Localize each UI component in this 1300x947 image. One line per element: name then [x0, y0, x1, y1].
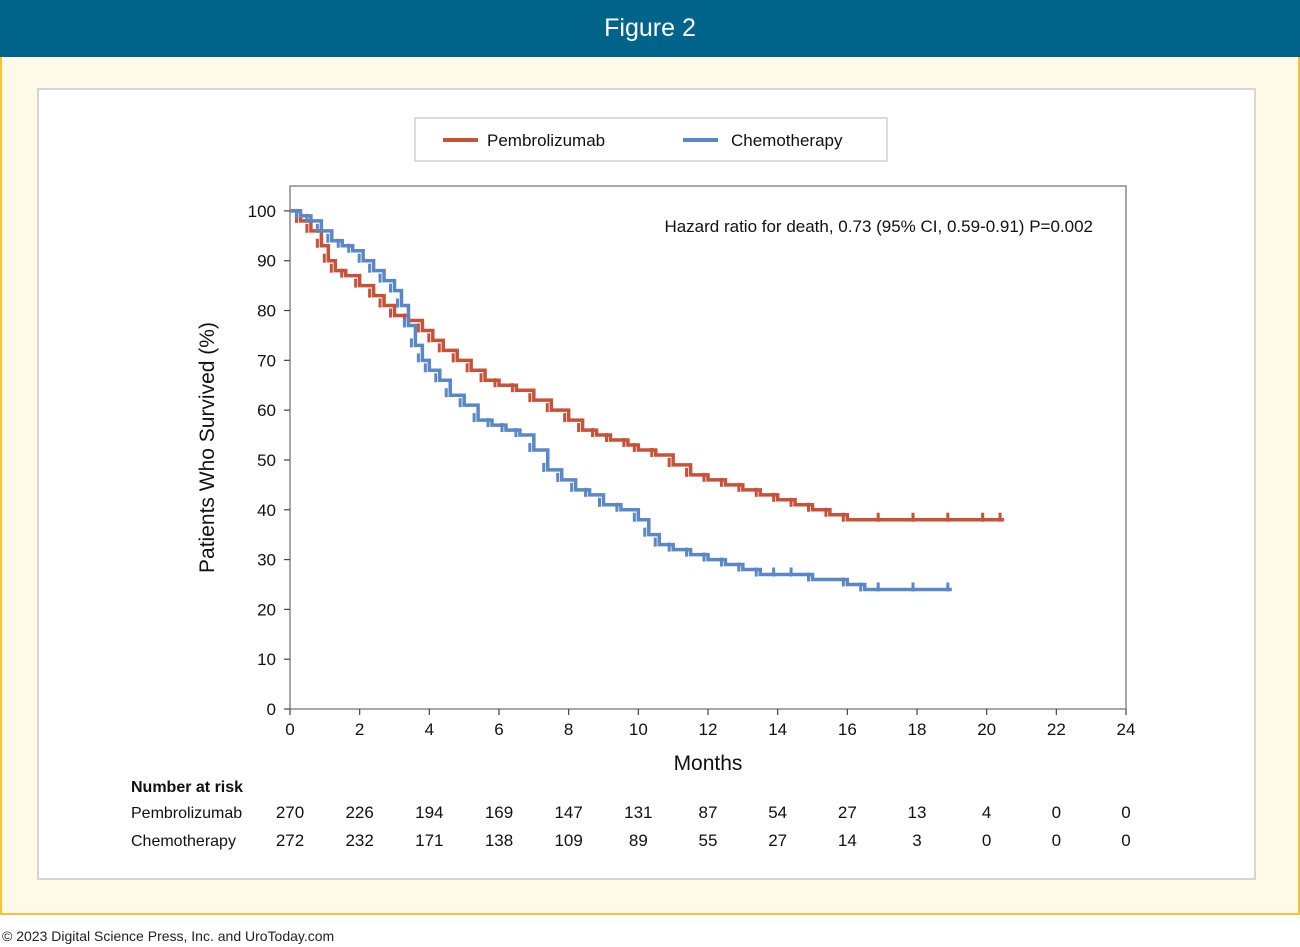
survival-curve-chemotherapy	[290, 209, 952, 592]
y-tick-label: 70	[257, 351, 276, 370]
legend-label-chemotherapy: Chemotherapy	[731, 131, 843, 150]
risk-count: 89	[629, 831, 648, 850]
copyright-notice: © 2023 Digital Science Press, Inc. and U…	[2, 928, 335, 944]
figure-title: Figure 2	[604, 14, 696, 42]
y-tick-label: 30	[257, 551, 276, 570]
risk-count: 3	[912, 831, 921, 850]
hazard-ratio-annotation: Hazard ratio for death, 0.73 (95% CI, 0.…	[664, 217, 1093, 236]
x-tick-label: 4	[425, 720, 434, 739]
risk-count: 109	[554, 831, 582, 850]
risk-count: 0	[1121, 803, 1130, 822]
risk-count: 131	[624, 803, 652, 822]
x-tick-label: 10	[629, 720, 648, 739]
risk-count: 27	[768, 831, 787, 850]
risk-count: 0	[1121, 831, 1130, 850]
x-tick-label: 6	[494, 720, 503, 739]
risk-count: 226	[345, 803, 373, 822]
risk-row-label-chemotherapy: Chemotherapy	[131, 833, 236, 850]
risk-count: 0	[982, 831, 991, 850]
chart-panel: 0 10 20 30 40 50 60 70 80 90 100 0 2 4 6 8 10 12 14 16 18 20 2…	[37, 88, 1256, 880]
risk-count: 169	[485, 803, 513, 822]
legend-box	[414, 117, 888, 162]
y-tick-label: 40	[257, 501, 276, 520]
y-tick-label: 60	[257, 401, 276, 420]
y-tick-label: 10	[257, 650, 276, 669]
risk-count: 4	[982, 803, 991, 822]
figure-banner: Figure 2	[0, 0, 1300, 57]
risk-count: 14	[838, 831, 857, 850]
x-tick-label: 22	[1047, 720, 1066, 739]
risk-count: 27	[838, 803, 857, 822]
survival-curve-pembrolizumab	[290, 209, 1005, 522]
risk-count: 194	[415, 803, 443, 822]
x-tick-label: 0	[285, 720, 294, 739]
x-tick-label: 2	[355, 720, 364, 739]
x-tick-label: 12	[699, 720, 718, 739]
y-tick-label: 20	[257, 600, 276, 619]
legend-label-pembrolizumab: Pembrolizumab	[487, 131, 605, 150]
plot-area-frame	[289, 185, 1127, 710]
risk-count: 13	[908, 803, 927, 822]
y-tick-label: 50	[257, 451, 276, 470]
risk-count: 147	[554, 803, 582, 822]
risk-count: 272	[276, 831, 304, 850]
risk-table-title: Number at risk	[131, 779, 243, 796]
y-axis-label: Patients Who Survived (%)	[196, 322, 219, 573]
y-tick-label: 90	[257, 252, 276, 271]
risk-row-label-pembrolizumab: Pembrolizumab	[131, 805, 242, 822]
risk-count: 138	[485, 831, 513, 850]
x-tick-label: 24	[1117, 720, 1136, 739]
x-tick-label: 14	[768, 720, 787, 739]
risk-count: 55	[699, 831, 718, 850]
y-tick-label: 80	[257, 302, 276, 321]
y-tick-label: 0	[267, 700, 276, 719]
x-tick-label: 18	[908, 720, 927, 739]
x-tick-label: 20	[977, 720, 996, 739]
x-axis-label: Months	[674, 752, 743, 775]
x-tick-label: 16	[838, 720, 857, 739]
risk-count: 171	[415, 831, 443, 850]
risk-count: 232	[345, 831, 373, 850]
y-tick-label: 100	[248, 202, 276, 221]
risk-count: 54	[768, 803, 787, 822]
risk-count: 87	[699, 803, 718, 822]
risk-count: 0	[1052, 803, 1061, 822]
x-tick-label: 8	[564, 720, 573, 739]
risk-count: 270	[276, 803, 304, 822]
risk-count: 0	[1052, 831, 1061, 850]
